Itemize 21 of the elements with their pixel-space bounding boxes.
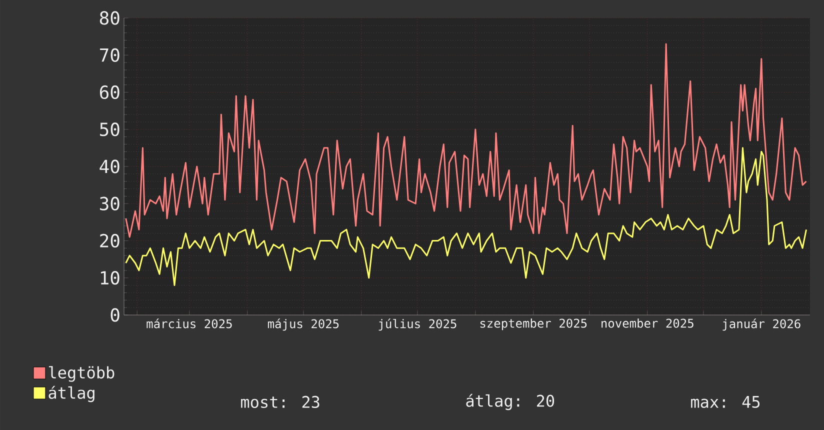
text: max: 45 bbox=[691, 396, 760, 408]
y-tick-label: 20 bbox=[100, 234, 120, 248]
x-tick-label: január 2026 bbox=[722, 318, 800, 331]
x-tick-label: november 2025 bbox=[602, 318, 694, 328]
y-tick-label: 40 bbox=[100, 160, 120, 174]
text: most: 23 bbox=[241, 396, 320, 408]
y-tick-label: 30 bbox=[100, 196, 120, 210]
line-series bbox=[125, 43, 808, 238]
y-tick-label: 80 bbox=[100, 11, 120, 25]
legend-label: átlag bbox=[48, 386, 94, 402]
y-tick-label: 60 bbox=[100, 85, 120, 100]
x-tick-label: július 2025 bbox=[378, 318, 456, 331]
legend-label: legtöbb bbox=[48, 366, 114, 382]
x-tick-label: május 2025 bbox=[268, 318, 339, 331]
text: átlag: 20 bbox=[466, 394, 554, 410]
x-tick-label: március 2025 bbox=[146, 318, 232, 328]
x-tick-label: szeptember 2025 bbox=[480, 318, 587, 330]
y-tick-label: 0 bbox=[110, 308, 120, 322]
y-tick-label: 50 bbox=[100, 122, 120, 136]
y-tick-label: 10 bbox=[100, 271, 120, 285]
y-tick-label: 70 bbox=[100, 48, 120, 62]
